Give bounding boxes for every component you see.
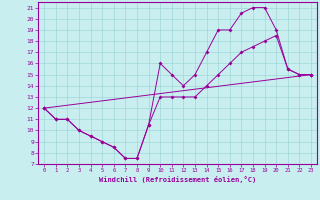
X-axis label: Windchill (Refroidissement éolien,°C): Windchill (Refroidissement éolien,°C)	[99, 176, 256, 183]
